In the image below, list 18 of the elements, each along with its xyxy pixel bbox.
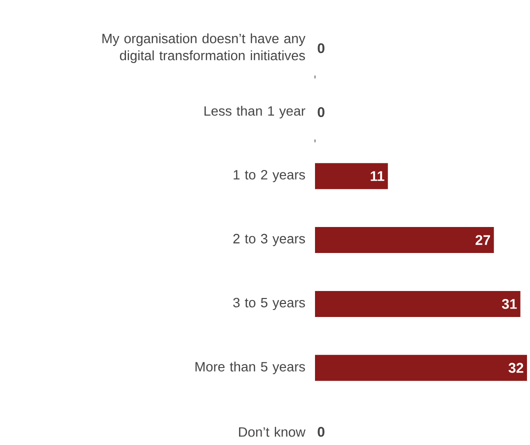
data-label: 11 <box>370 171 384 181</box>
data-label: 31 <box>502 298 517 309</box>
y-tick-label: More than 5 years <box>196 362 305 374</box>
data-label: 0 <box>318 107 324 118</box>
bar <box>315 354 527 381</box>
data-label: 32 <box>508 362 524 373</box>
bar <box>315 290 520 317</box>
y-tick-label: Don’t know <box>239 426 306 437</box>
data-label: 27 <box>476 235 490 245</box>
bar <box>315 227 494 253</box>
y-tick-label: 3 to 5 years <box>233 298 305 310</box>
data-label: 0 <box>318 426 324 437</box>
y-tick-label: Less than 1 year <box>204 106 306 118</box>
y-tick-label: 1 to 2 years <box>234 170 305 182</box>
y-tick-label: My organisation doesn’t have any digital transformation initiatives <box>102 33 306 63</box>
y-tick-label: 2 to 3 years <box>233 234 305 246</box>
bar <box>315 163 388 190</box>
data-label: 0 <box>318 43 324 54</box>
